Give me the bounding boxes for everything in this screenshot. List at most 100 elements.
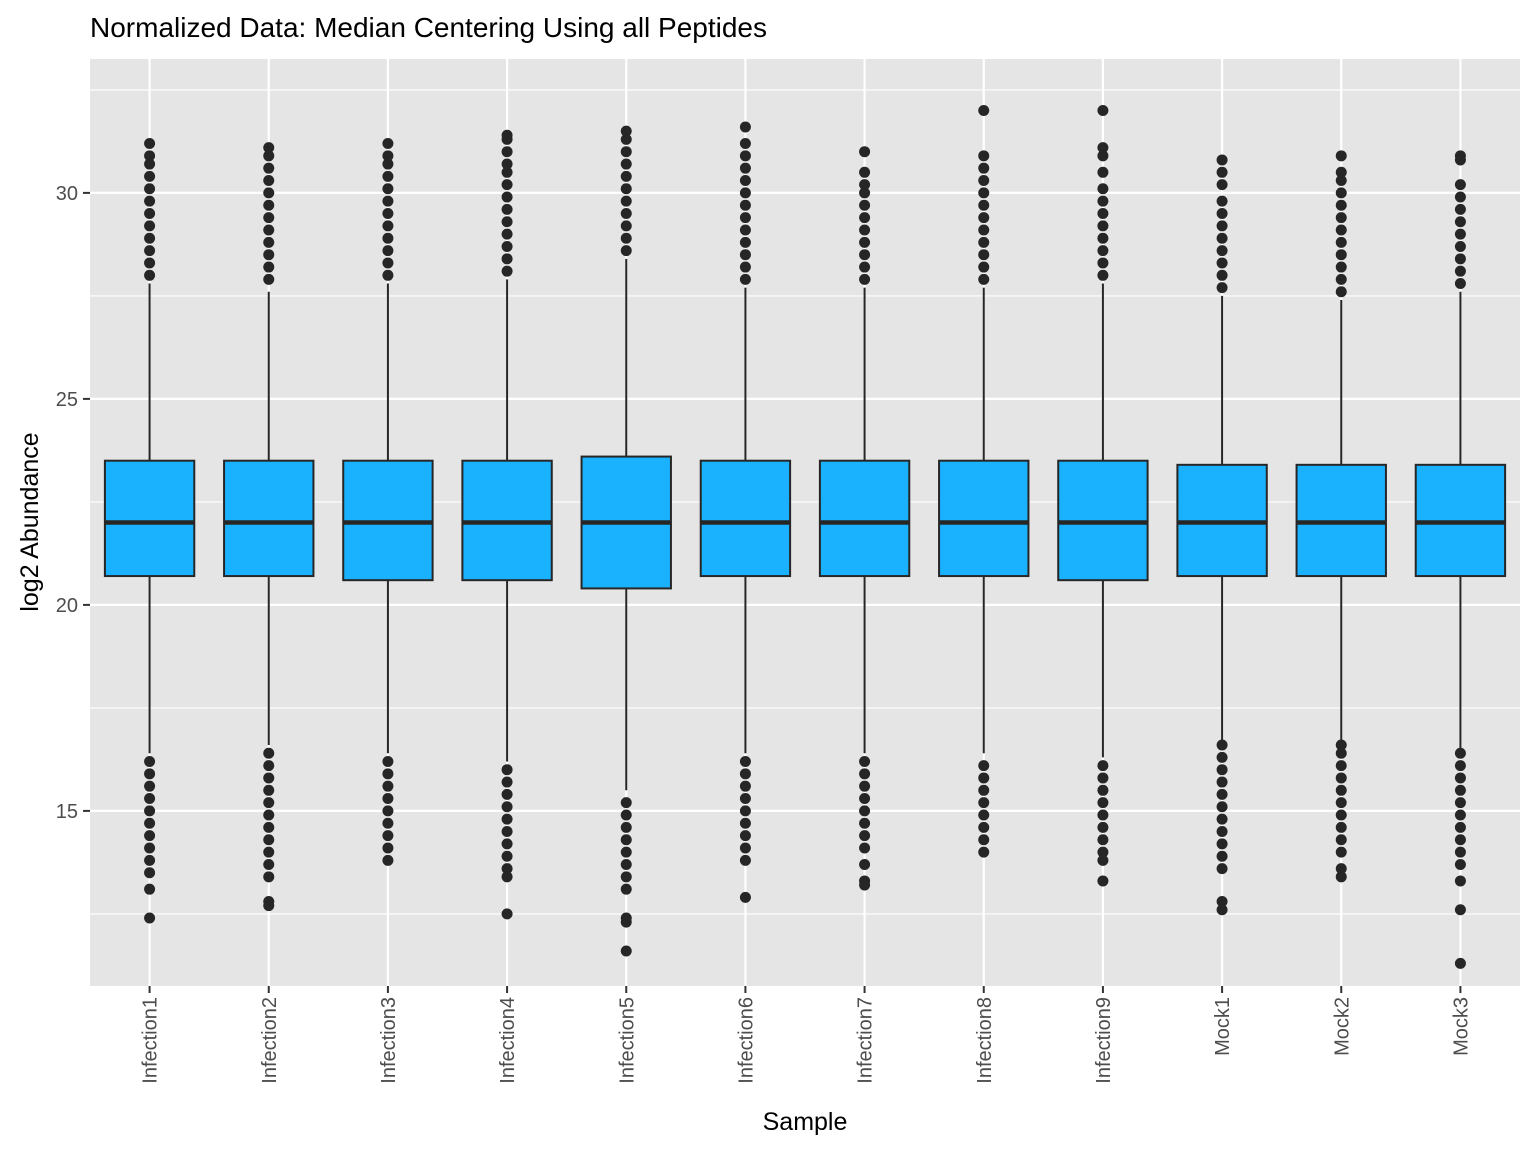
- outlier-point: [144, 867, 156, 879]
- outlier-point: [1454, 834, 1466, 846]
- box-infection6: [699, 121, 792, 903]
- outlier-point: [382, 257, 394, 269]
- outlier-point: [1097, 142, 1109, 154]
- outlier-point: [1335, 797, 1347, 809]
- outlier-point: [1454, 821, 1466, 833]
- outlier-point: [1216, 896, 1228, 908]
- plot-panel: [90, 59, 1520, 986]
- outlier-point: [1454, 278, 1466, 290]
- outlier-point: [739, 830, 751, 842]
- outlier-point: [1335, 199, 1347, 211]
- box-iqr: [938, 459, 1030, 578]
- outlier-point: [1335, 249, 1347, 261]
- box-iqr: [223, 459, 315, 578]
- outlier-point: [1454, 772, 1466, 784]
- outlier-point: [501, 764, 513, 776]
- outlier-point: [1335, 739, 1347, 751]
- x-axis: Infection1 Infection2 Infection3 Infection4…: [140, 986, 1472, 1084]
- outlier-point: [859, 793, 871, 805]
- outlier-point: [1097, 760, 1109, 772]
- box-infection9: [1057, 105, 1149, 887]
- outlier-point: [978, 105, 990, 116]
- y-axis-title: log2 Abundance: [16, 432, 44, 611]
- outlier-point: [1335, 187, 1347, 199]
- outlier-point: [1097, 150, 1109, 162]
- outlier-point: [501, 228, 513, 240]
- outlier-point: [739, 780, 751, 792]
- outlier-point: [978, 187, 990, 199]
- outlier-point: [501, 158, 513, 170]
- outlier-point: [739, 224, 751, 236]
- outlier-point: [263, 261, 275, 273]
- y-tick-label: 20: [56, 595, 78, 617]
- outlier-point: [1216, 788, 1228, 800]
- x-tick-label: Infection5: [616, 997, 638, 1084]
- outlier-point: [263, 760, 275, 772]
- outlier-point: [739, 854, 751, 866]
- outlier-point: [1335, 224, 1347, 236]
- outlier-point: [501, 129, 513, 141]
- box-infection5: [580, 125, 672, 957]
- outlier-point: [1097, 809, 1109, 821]
- outlier-point: [620, 245, 632, 257]
- outlier-point: [859, 875, 871, 887]
- outlier-point: [263, 142, 275, 154]
- outlier-point: [1216, 195, 1228, 207]
- outlier-point: [263, 212, 275, 224]
- outlier-point: [739, 212, 751, 224]
- outlier-point: [1216, 801, 1228, 813]
- x-tick-label: Infection2: [259, 997, 281, 1084]
- outlier-point: [620, 133, 632, 145]
- outlier-point: [739, 137, 751, 149]
- outlier-point: [859, 273, 871, 285]
- outlier-point: [1335, 772, 1347, 784]
- outlier-point: [978, 809, 990, 821]
- outlier-point: [1454, 875, 1466, 887]
- outlier-point: [382, 817, 394, 829]
- outlier-point: [1335, 286, 1347, 298]
- outlier-point: [620, 125, 632, 137]
- outlier-point: [739, 842, 751, 854]
- outlier-point: [382, 245, 394, 257]
- x-tick-label: Mock3: [1450, 997, 1472, 1056]
- outlier-point: [501, 788, 513, 800]
- outlier-point: [382, 195, 394, 207]
- outlier-point: [144, 195, 156, 207]
- outlier-point: [501, 776, 513, 788]
- x-tick-label: Mock1: [1212, 997, 1234, 1056]
- outlier-point: [382, 269, 394, 281]
- outlier-point: [263, 809, 275, 821]
- outlier-point: [859, 261, 871, 273]
- outlier-point: [501, 863, 513, 875]
- x-tick-label: Infection1: [140, 997, 162, 1084]
- outlier-point: [263, 772, 275, 784]
- outlier-point: [144, 854, 156, 866]
- outlier-point: [978, 162, 990, 174]
- outlier-point: [620, 797, 632, 809]
- outlier-point: [1216, 166, 1228, 178]
- outlier-point: [739, 199, 751, 211]
- outlier-point: [501, 216, 513, 228]
- x-tick-label: Infection7: [855, 997, 877, 1084]
- outlier-point: [739, 175, 751, 187]
- outlier-point: [382, 755, 394, 767]
- outlier-point: [144, 158, 156, 170]
- outlier-point: [1097, 257, 1109, 269]
- box-infection1: [103, 137, 196, 924]
- outlier-point: [739, 150, 751, 162]
- outlier-point: [263, 784, 275, 796]
- outlier-point: [1335, 747, 1347, 759]
- outlier-point: [1216, 232, 1228, 244]
- outlier-point: [1097, 854, 1109, 866]
- outlier-point: [978, 846, 990, 858]
- outlier-point: [978, 772, 990, 784]
- outlier-point: [1335, 809, 1347, 821]
- outlier-point: [620, 912, 632, 924]
- outlier-point: [144, 830, 156, 842]
- outlier-point: [263, 846, 275, 858]
- outlier-point: [501, 191, 513, 203]
- outlier-point: [620, 146, 632, 158]
- outlier-point: [978, 784, 990, 796]
- outlier-point: [620, 858, 632, 870]
- outlier-point: [263, 150, 275, 162]
